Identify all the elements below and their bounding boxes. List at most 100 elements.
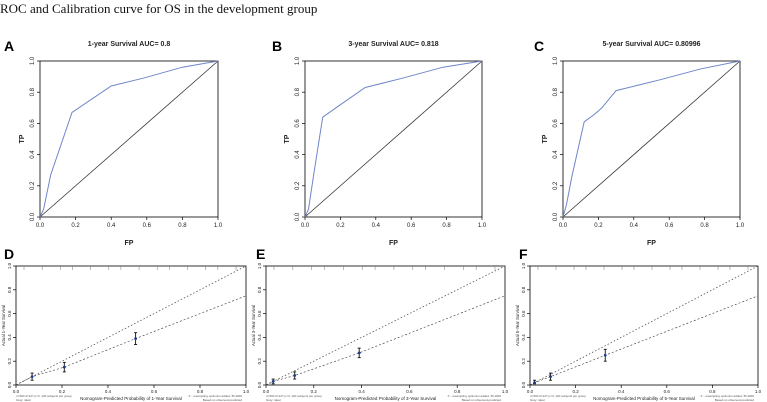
y-tick-label: 0.6 <box>7 310 12 317</box>
calibration-point <box>533 381 536 385</box>
y-tick-label: 1.0 <box>521 262 526 269</box>
x-tick-label: 0.8 <box>454 389 461 394</box>
y-tick-label: 0.8 <box>553 87 559 96</box>
x-tick-label: 0.6 <box>664 389 671 394</box>
y-axis-label: TP <box>542 134 549 143</box>
y-tick-label: 0.8 <box>7 286 12 293</box>
x-axis-label: Nomogram-Predicted Probability of 3-Year… <box>335 396 437 401</box>
calibration-point <box>603 353 607 357</box>
calibration-point <box>134 337 138 340</box>
calibration-point <box>293 374 297 377</box>
diagonal-reference-line <box>39 60 219 218</box>
y-tick-label: 0.4 <box>295 150 301 159</box>
y-tick-label: 0.4 <box>553 150 559 159</box>
x-tick-label: 0.0 <box>263 389 270 394</box>
calibration-point <box>30 375 34 379</box>
panel-label-b: B <box>272 38 283 54</box>
calibration-point <box>62 365 66 369</box>
footnote-left: Gray: ideal <box>266 398 281 402</box>
y-tick-label: 0.6 <box>30 119 36 128</box>
y-tick-label: 0.6 <box>553 119 559 128</box>
plot-frame-3 <box>15 265 247 386</box>
y-tick-label: 0.0 <box>295 212 301 221</box>
y-tick-label: 0.4 <box>521 334 526 341</box>
y-axis-label: TP <box>19 134 26 143</box>
chart-title: 1-year Survival AUC= 0.8 <box>88 41 171 48</box>
calibration-curve <box>15 295 247 386</box>
y-tick-label: 0.4 <box>257 334 262 341</box>
chart-title: 5-year Survival AUC= 0.80996 <box>603 41 701 48</box>
y-axis-label: TP <box>284 134 291 143</box>
figure-heading: ROC and Calibration curve for OS in the … <box>0 1 318 16</box>
y-tick-label: 1.0 <box>553 56 559 65</box>
x-tick-label: 0.0 <box>559 223 568 229</box>
y-tick-label: 0.2 <box>553 181 559 190</box>
x-tick-label: 1.0 <box>214 223 223 229</box>
footnote-left: Gray: ideal <box>530 398 545 402</box>
x-tick-label: 0.4 <box>358 389 365 394</box>
footnote-left: n=360 d=127 p=3, 120 subjects per group <box>530 394 586 398</box>
x-axis-label: FP <box>125 240 134 247</box>
x-tick-label: 0.2 <box>336 223 345 229</box>
x-tick-label: 0.0 <box>527 389 534 394</box>
y-axis-label: Actual 1-Year Survival <box>1 305 6 346</box>
x-tick-label: 0.8 <box>700 223 709 229</box>
x-tick-label: 0.2 <box>311 389 318 394</box>
calibration-curve <box>529 295 759 386</box>
x-tick-label: 1.0 <box>755 389 762 394</box>
footnote-right: X - resampling optimism added, B=1000 <box>189 394 243 398</box>
y-tick-label: 0.0 <box>257 381 262 388</box>
plot-frame-1 <box>304 60 483 218</box>
y-tick-label: 0.8 <box>295 87 301 96</box>
plot-frame-4 <box>265 265 506 386</box>
x-tick-label: 0.6 <box>407 223 416 229</box>
y-tick-label: 0.6 <box>521 310 526 317</box>
y-tick-label: 0.8 <box>30 87 36 96</box>
panel-label-f: F <box>519 246 528 262</box>
footnote-right: Based on observed-predicted <box>715 398 755 402</box>
footnote-right: X - resampling optimism added, B=1000 <box>701 394 755 398</box>
footnote-right: X - resampling optimism added, B=1000 <box>448 394 502 398</box>
plot-frame-2 <box>562 60 741 218</box>
ideal-reference-line <box>265 265 506 386</box>
x-tick-label: 0.6 <box>665 223 674 229</box>
y-tick-label: 0.0 <box>7 381 12 388</box>
x-tick-label: 0.4 <box>107 223 116 229</box>
x-tick-label: 0.4 <box>372 223 381 229</box>
x-tick-label: 1.0 <box>736 223 745 229</box>
x-tick-label: 0.8 <box>197 389 204 394</box>
x-tick-label: 0.2 <box>59 389 66 394</box>
panel-label-a: A <box>4 38 15 54</box>
x-tick-label: 0.0 <box>13 389 20 394</box>
chart-title: 3-year Survival AUC= 0.818 <box>348 41 438 48</box>
x-tick-label: 0.4 <box>630 223 639 229</box>
panel-label-e: E <box>256 246 266 262</box>
calibration-point <box>271 380 275 383</box>
y-tick-label: 0.2 <box>30 181 36 190</box>
footnote-left: n=360 d=127 p=3, 120 subjects per group <box>16 394 72 398</box>
y-tick-label: 0.8 <box>521 286 526 293</box>
y-tick-label: 1.0 <box>295 56 301 65</box>
y-tick-label: 0.0 <box>521 381 526 388</box>
calibration-point <box>357 351 361 355</box>
roc-curve <box>304 60 483 218</box>
x-tick-label: 0.8 <box>709 389 716 394</box>
y-tick-label: 0.2 <box>521 358 526 365</box>
x-tick-label: 0.0 <box>36 223 45 229</box>
footnote-right: Based on observed-predicted <box>203 398 243 402</box>
x-tick-label: 0.8 <box>442 223 451 229</box>
roc-curve <box>562 60 741 218</box>
y-tick-label: 0.0 <box>30 212 36 221</box>
plot-frame-5 <box>529 265 759 386</box>
y-tick-label: 0.6 <box>295 119 301 128</box>
x-tick-label: 1.0 <box>243 389 250 394</box>
y-tick-label: 0.2 <box>7 358 12 365</box>
x-tick-label: 0.4 <box>105 389 112 394</box>
diagonal-reference-line <box>304 60 483 218</box>
y-tick-label: 1.0 <box>30 56 36 65</box>
y-tick-label: 0.8 <box>257 286 262 293</box>
x-tick-label: 0.2 <box>594 223 603 229</box>
y-tick-label: 0.2 <box>257 358 262 365</box>
